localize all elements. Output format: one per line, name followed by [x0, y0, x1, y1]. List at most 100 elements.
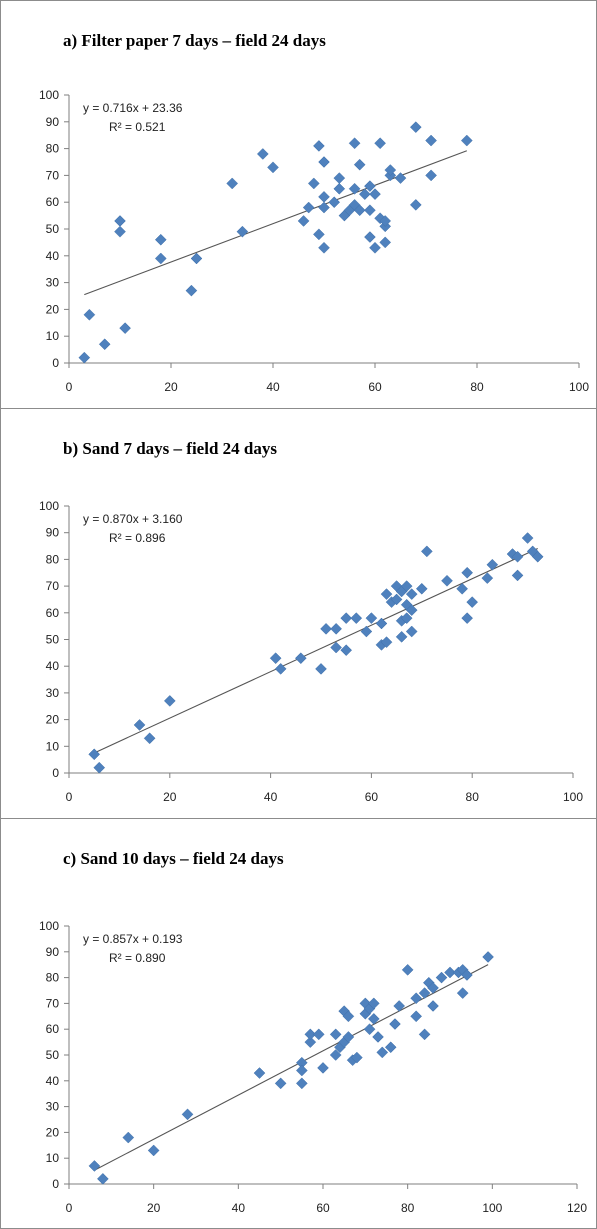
data-point	[122, 1131, 135, 1144]
data-point	[461, 566, 474, 579]
data-point	[269, 652, 282, 665]
r-squared-label: R² = 0.521	[109, 120, 166, 134]
data-point	[364, 180, 376, 192]
y-tick-label: 70	[46, 168, 60, 182]
data-point	[302, 201, 315, 214]
data-point	[315, 663, 327, 675]
data-point	[342, 1010, 355, 1023]
data-point	[405, 604, 418, 616]
data-point	[394, 172, 407, 184]
data-point	[367, 1013, 380, 1025]
data-point	[400, 612, 413, 624]
scatter-plot-b: 0 10 20 30 40 50 60 70 80 90 100 0 20 40 60 80 100 y = 0.…	[39, 499, 583, 804]
scatter-plot-a: 0 10 20 30 40 50 60 70 80 90 100 0 20 40 60 80 100 y = 0.…	[39, 88, 589, 394]
data-point	[267, 161, 279, 174]
y-tick-label: 60	[46, 606, 60, 620]
data-point	[384, 164, 397, 176]
data-point	[358, 188, 371, 201]
y-tick-label: 20	[46, 1125, 60, 1139]
trendline	[93, 548, 538, 754]
regression-equation: y = 0.870x + 3.160	[83, 512, 183, 526]
data-point	[401, 964, 414, 976]
data-point	[486, 558, 499, 571]
data-point	[297, 215, 310, 227]
data-point	[97, 1172, 109, 1185]
y-tick-label: 50	[46, 1048, 60, 1062]
data-point	[307, 177, 320, 190]
trendline	[84, 150, 467, 296]
data-point	[318, 156, 330, 168]
x-tick-label: 100	[482, 1201, 502, 1215]
y-tick-label: 40	[46, 1074, 60, 1088]
data-point	[481, 572, 494, 584]
x-tick-label: 100	[563, 790, 583, 804]
data-point	[420, 545, 433, 558]
data-point	[379, 236, 392, 249]
y-tick-label: 90	[46, 526, 60, 540]
y-tick-label: 70	[46, 996, 60, 1010]
data-point	[410, 1010, 422, 1023]
x-tick-label: 80	[466, 790, 480, 804]
scatter-plot-c: 0 10 20 30 40 50 60 70 80 90 100 0 20 40 60 80 100 120 y =…	[39, 919, 587, 1215]
data-point	[88, 1160, 101, 1172]
data-point	[425, 169, 437, 182]
data-point	[133, 719, 146, 731]
trendline	[94, 964, 489, 1171]
y-tick-label: 40	[46, 659, 60, 673]
x-tick-label: 60	[365, 790, 379, 804]
chart-panel-b: b) Sand 7 days – field 24 days 0 10 20 30 40…	[0, 408, 597, 819]
y-tick-label: 10	[46, 739, 60, 753]
data-point	[364, 231, 376, 243]
x-tick-label: 40	[232, 1201, 246, 1215]
data-point	[506, 548, 519, 560]
chart-title: a) Filter paper 7 days – field 24 days	[63, 31, 326, 50]
x-tick-label: 20	[163, 790, 177, 804]
x-tick-label: 20	[164, 380, 178, 394]
data-point	[374, 137, 386, 150]
data-point	[154, 252, 167, 265]
data-point	[405, 588, 418, 600]
data-point	[384, 1041, 397, 1054]
r-squared-label: R² = 0.896	[109, 531, 166, 545]
x-tick-label: 0	[66, 380, 73, 394]
data-point	[461, 612, 474, 624]
x-tick-label: 120	[567, 1201, 587, 1215]
y-tick-label: 40	[46, 249, 60, 263]
data-point	[444, 966, 456, 979]
y-tick-label: 10	[46, 329, 60, 343]
data-point	[304, 1036, 317, 1048]
x-tick-label: 80	[470, 380, 484, 394]
data-point	[119, 322, 131, 335]
data-point	[348, 137, 361, 150]
data-point	[318, 190, 330, 203]
y-tick-label: 20	[46, 713, 60, 727]
data-point	[256, 148, 269, 160]
data-point	[379, 215, 392, 227]
data-point	[369, 241, 381, 254]
x-tick-label: 80	[401, 1201, 415, 1215]
data-point	[353, 204, 366, 217]
data-point	[185, 284, 198, 297]
x-tick-label: 0	[66, 790, 73, 804]
data-point	[390, 593, 403, 606]
data-point	[320, 622, 332, 635]
data-point	[295, 1077, 308, 1090]
data-point	[330, 622, 342, 635]
y-tick-label: 80	[46, 142, 60, 156]
data-point	[350, 612, 363, 624]
y-tick-label: 80	[46, 971, 60, 985]
data-point	[226, 177, 239, 190]
data-point	[380, 636, 393, 649]
data-point	[409, 121, 422, 134]
data-point	[427, 982, 439, 994]
data-point	[181, 1108, 194, 1121]
y-tick-label: 10	[46, 1151, 60, 1165]
data-point	[367, 997, 380, 1010]
data-point	[313, 228, 325, 241]
data-point	[351, 1051, 363, 1064]
data-point	[456, 987, 469, 999]
y-tick-label: 60	[46, 195, 60, 209]
data-point	[521, 532, 534, 544]
data-point	[511, 550, 524, 563]
y-tick-label: 60	[46, 1022, 60, 1036]
